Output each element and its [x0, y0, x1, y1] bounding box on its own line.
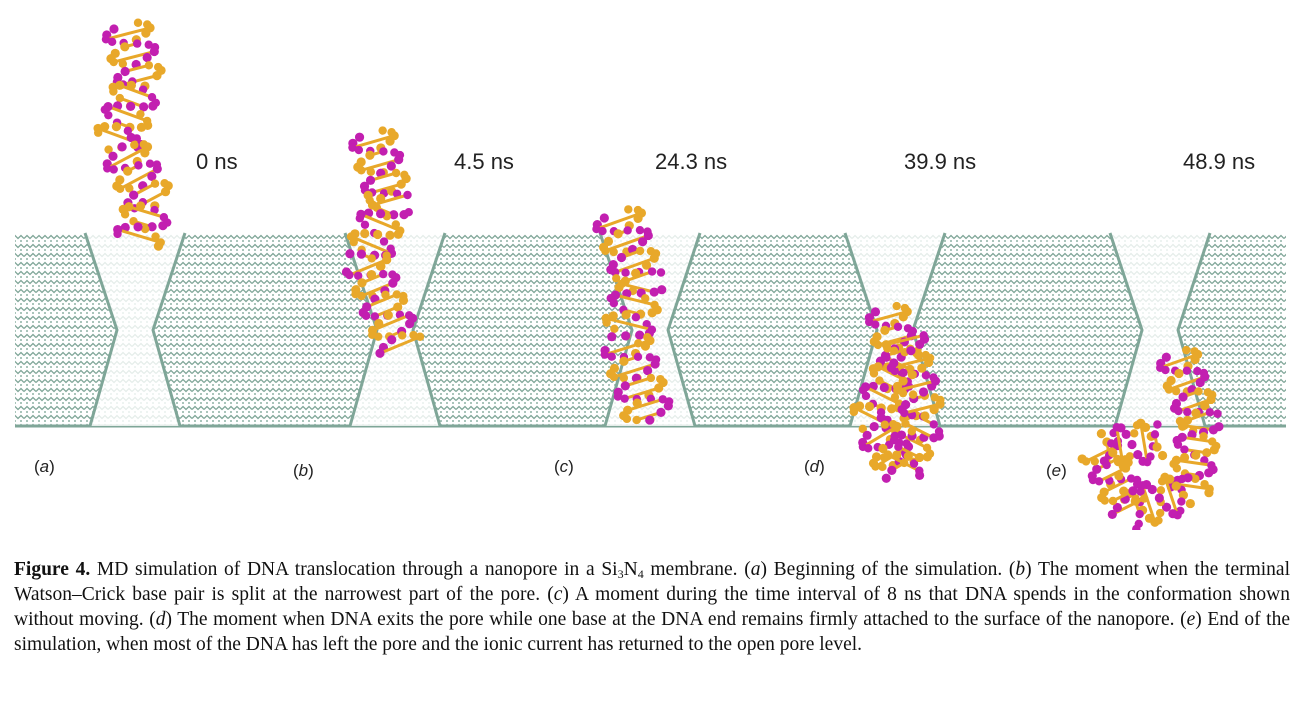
figure-caption: Figure 4. MD simulation of DNA transloca…: [14, 559, 1291, 655]
dna-b: [341, 126, 425, 358]
time-label-b: 4.5 ns: [454, 149, 514, 174]
figure-panels: 0 ns 4.5 ns 24.3 ns 39.9 ns 48.9 ns (a) …: [15, 18, 1286, 534]
figure-number: Figure 4.: [14, 559, 91, 580]
panel-label-e: (e): [1046, 461, 1067, 480]
dna-molecules: [93, 18, 1224, 534]
panel-label-d: (d): [804, 457, 825, 476]
dna-d: [849, 301, 945, 483]
panel-label-a: (a): [34, 457, 55, 476]
time-label-d: 39.9 ns: [904, 149, 977, 174]
simulation-snapshots: [15, 18, 1286, 534]
dna-e: [1077, 345, 1224, 534]
dna-c: [592, 205, 674, 425]
time-label-c: 24.3 ns: [655, 149, 728, 174]
nanopore-4: [1108, 232, 1212, 427]
panel-label-c: (c): [554, 457, 574, 476]
nanopore-0: [83, 232, 187, 427]
panel-label-b: (b): [293, 461, 314, 480]
time-label-a: 0 ns: [196, 149, 238, 174]
time-label-e: 48.9 ns: [1183, 149, 1256, 174]
dna-a: [93, 18, 173, 251]
